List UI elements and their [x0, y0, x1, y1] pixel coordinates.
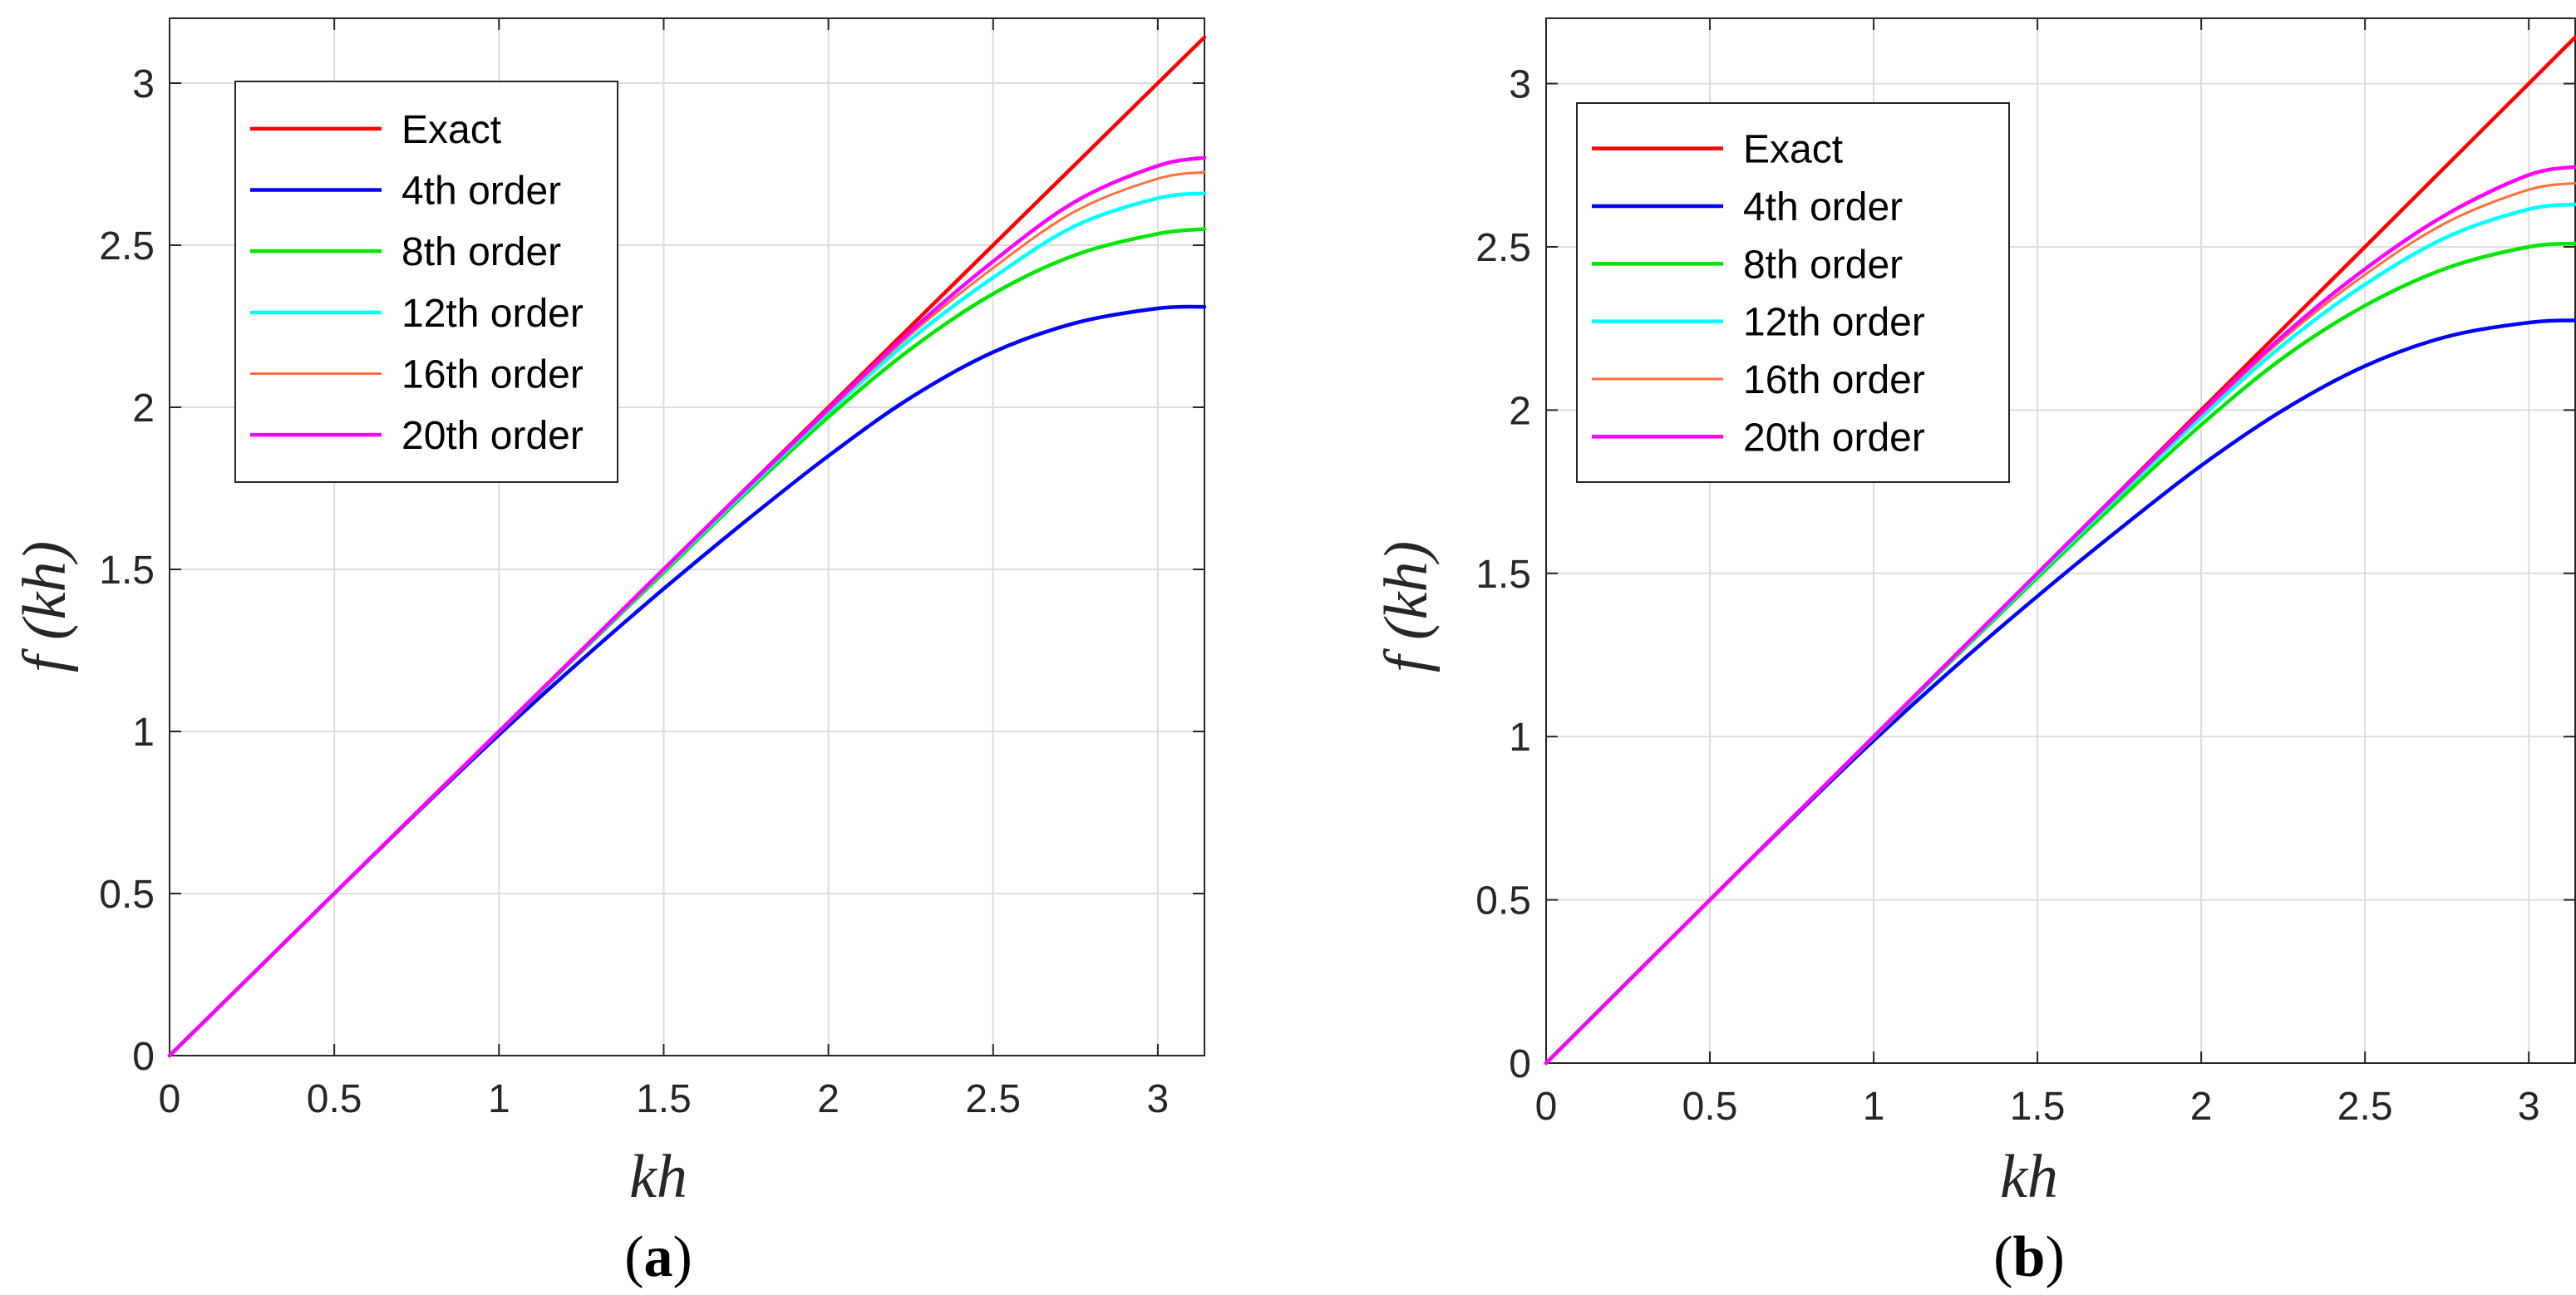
y-axis-label: f (kh): [1372, 541, 1441, 672]
legend-label: Exact: [1743, 128, 1843, 172]
y-tick-label: 0: [132, 1035, 155, 1079]
axis-ticks: 0 0.5 1 1.5 2 2.5 3 0 0.5 1 1.5 2 2.5 3: [99, 18, 1204, 1121]
legend-label: 20th order: [1743, 416, 1925, 460]
series-line-20th-order: [167, 155, 1207, 1058]
y-tick-label: 2: [1509, 389, 1531, 433]
y-tick-label: 1.5: [1475, 553, 1531, 597]
y-tick-label: 2.5: [99, 224, 155, 268]
chart-svg-a: 0 0.5 1 1.5 2 2.5 3 0 0.5 1 1.5 2 2.5 3 Exact 4th orde…: [11, 17, 1207, 1289]
x-tick-label: 3: [1147, 1077, 1170, 1121]
legend-label: 12th order: [1743, 301, 1925, 345]
y-tick-label: 2.5: [1475, 226, 1531, 270]
x-tick-label: 2: [2190, 1085, 2213, 1129]
x-tick-label: 1: [488, 1077, 510, 1121]
y-tick-label: 0: [1509, 1042, 1531, 1086]
y-axis-label: f (kh): [11, 541, 79, 672]
legend: Exact 4th order 8th order 12th order 16th or…: [234, 81, 618, 483]
x-tick-label: 2.5: [2337, 1085, 2393, 1129]
panel-label: (b): [1993, 1225, 2065, 1289]
legend-label: 8th order: [401, 230, 561, 274]
y-tick-label: 1: [132, 711, 155, 755]
series-lines: [1544, 35, 2576, 1066]
x-tick-label: 2: [817, 1077, 840, 1121]
axis-ticks: 0 0.5 1 1.5 2 2.5 3 0 0.5 1 1.5 2 2.5 3: [1475, 18, 2575, 1129]
x-tick-label: 1.5: [636, 1077, 692, 1121]
y-tick-label: 3: [1509, 63, 1531, 107]
panel-label: (a): [624, 1225, 692, 1289]
chart-panel-a: 0 0.5 1 1.5 2 2.5 3 0 0.5 1 1.5 2 2.5 3 Exact 4th orde…: [11, 17, 1207, 1289]
legend-label: 12th order: [401, 292, 584, 336]
series-line-20th-order: [1544, 165, 2576, 1066]
chart-svg-b: 0 0.5 1 1.5 2 2.5 3 0 0.5 1 1.5 2 2.5 3 Exact 4th orde…: [1372, 17, 2576, 1289]
legend-label: Exact: [401, 108, 501, 152]
series-lines: [167, 35, 1207, 1058]
x-tick-label: 0.5: [307, 1077, 362, 1121]
legend-label: 8th order: [1743, 243, 1903, 287]
axes-box: [169, 17, 1205, 1056]
y-tick-label: 0.5: [99, 873, 155, 917]
panel-label-letter: b: [2013, 1225, 2046, 1289]
x-axis-label: kh: [629, 1143, 687, 1211]
legend-label: 4th order: [1743, 185, 1903, 229]
y-tick-label: 0.5: [1475, 879, 1531, 923]
x-tick-label: 0: [1535, 1085, 1558, 1129]
legend-label: 4th order: [401, 170, 561, 214]
y-tick-label: 1: [1509, 716, 1531, 760]
legend-box: [1576, 102, 2010, 483]
x-tick-label: 0.5: [1682, 1085, 1738, 1129]
y-tick-label: 2: [132, 387, 155, 431]
axes-box: [1545, 17, 2576, 1064]
chart-panel-b: 0 0.5 1 1.5 2 2.5 3 0 0.5 1 1.5 2 2.5 3 Exact 4th orde…: [1288, 0, 2576, 1295]
x-tick-label: 2.5: [965, 1077, 1021, 1121]
x-tick-label: 0: [159, 1077, 181, 1121]
legend: Exact 4th order 8th order 12th order 16th or…: [1576, 102, 2010, 483]
y-tick-label: 3: [132, 62, 155, 106]
panel-label-letter: a: [644, 1225, 673, 1289]
y-tick-label: 1.5: [99, 549, 155, 593]
x-tick-label: 1: [1863, 1085, 1885, 1129]
x-tick-label: 1.5: [2010, 1085, 2066, 1129]
x-tick-label: 3: [2518, 1085, 2540, 1129]
legend-label: 16th order: [401, 353, 584, 397]
legend-label: 16th order: [1743, 358, 1925, 402]
legend-box: [234, 81, 618, 483]
x-axis-label: kh: [2000, 1143, 2058, 1211]
legend-label: 20th order: [401, 414, 584, 458]
